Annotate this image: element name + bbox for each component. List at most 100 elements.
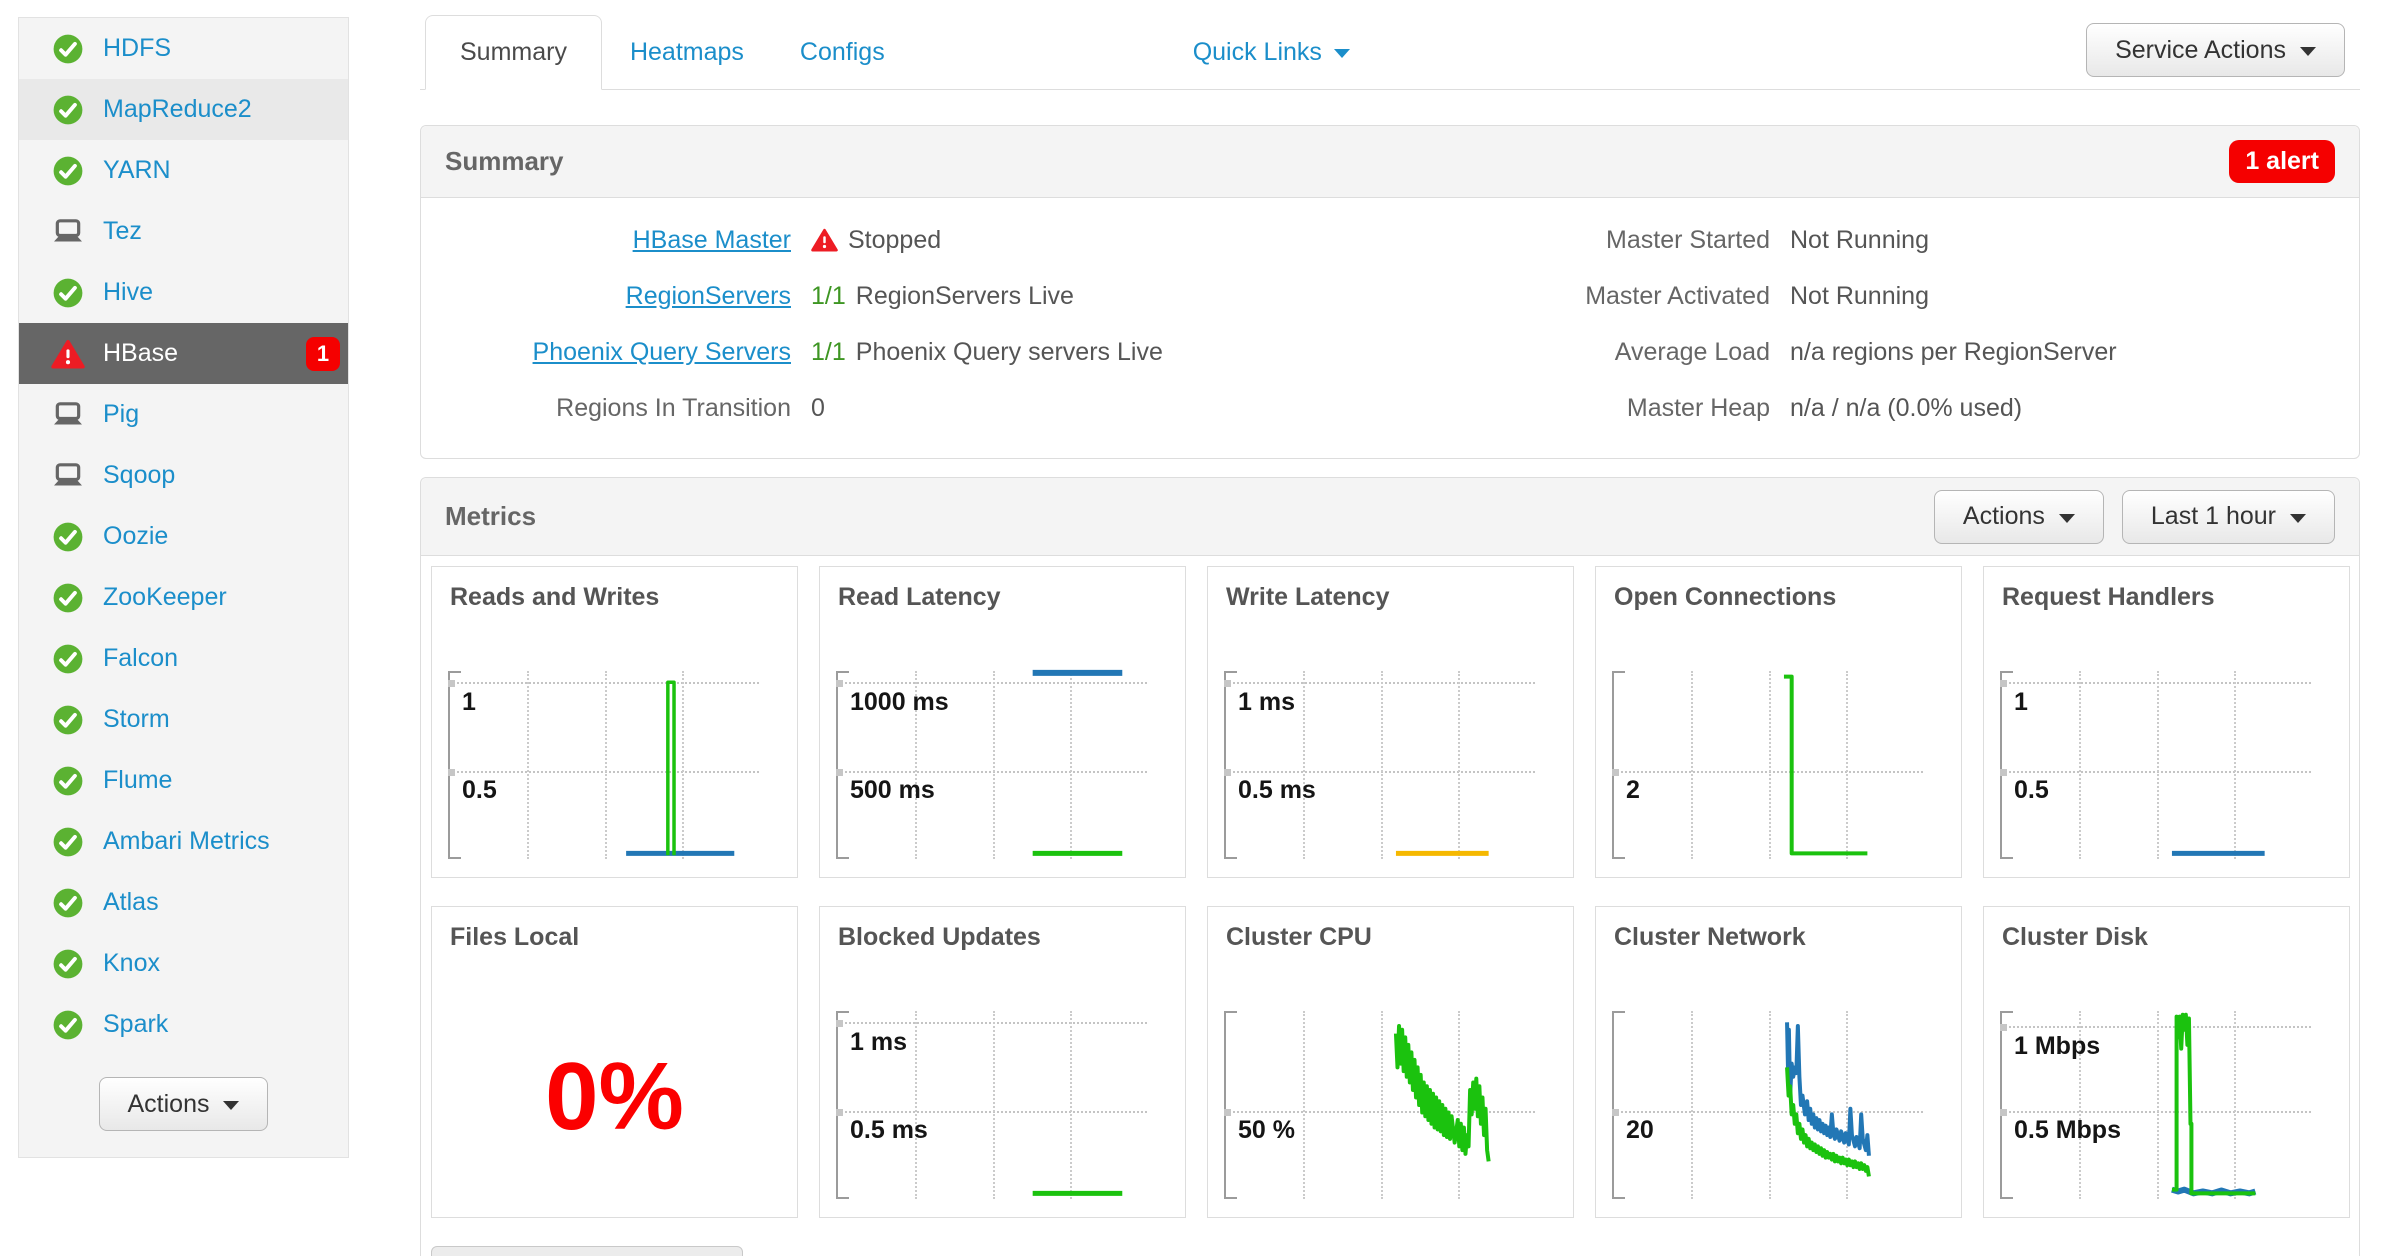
- sidebar-item-atlas[interactable]: Atlas: [19, 872, 348, 933]
- metric-tile-cluster-network[interactable]: Cluster Network 20: [1595, 906, 1962, 1218]
- metrics-actions-button[interactable]: Actions: [1933, 489, 2104, 544]
- summary-row: HBase Master Stopped: [421, 212, 1390, 268]
- sidebar-item-yarn[interactable]: YARN: [19, 140, 348, 201]
- metric-chart: 1 Mbps 0.5 Mbps: [2000, 1011, 2311, 1199]
- metric-tile-files-local[interactable]: Files Local 0%: [431, 906, 798, 1218]
- metric-tile-read-latency[interactable]: Read Latency 1000 ms 500 ms: [819, 566, 1186, 878]
- sidebar-item-hbase[interactable]: HBase 1: [19, 323, 348, 384]
- metrics-buttons: Actions Last 1 hour: [1933, 489, 2335, 544]
- green-series-line: [1784, 677, 1867, 854]
- summary-value-text: RegionServers Live: [855, 281, 1074, 310]
- axis-label: 0.5 Mbps: [2014, 1116, 2121, 1145]
- axis-label: 0.5 ms: [1238, 776, 1316, 805]
- axis-label: 0.5: [2014, 776, 2049, 805]
- axis-label: 0.5: [462, 776, 497, 805]
- axis-label: 500 ms: [850, 776, 935, 805]
- client-service-icon: [51, 218, 85, 245]
- v-gridline: [604, 671, 607, 859]
- sidebar-item-zookeeper[interactable]: ZooKeeper: [19, 567, 348, 628]
- service-actions-button[interactable]: Service Actions: [2086, 23, 2345, 77]
- metrics-panel: Metrics Actions Last 1 hour Reads and Wr…: [420, 477, 2360, 1256]
- sidebar-actions-button[interactable]: Actions: [98, 1077, 269, 1131]
- summary-row-value: 1/1 RegionServers Live: [811, 282, 1074, 311]
- axis-label: 1 ms: [850, 1027, 907, 1056]
- status-ok-icon: [51, 949, 85, 979]
- sidebar-item-label: Knox: [103, 949, 160, 977]
- v-gridline: [992, 671, 995, 859]
- sidebar-item-label: Pig: [103, 400, 140, 428]
- sidebar-item-label: ZooKeeper: [103, 583, 227, 611]
- axis-label: 0.5 ms: [850, 1116, 928, 1145]
- sidebar-item-pig[interactable]: Pig: [19, 384, 348, 445]
- status-ok-icon: [51, 1010, 85, 1040]
- v-gridline: [2156, 671, 2159, 859]
- metric-tile-open-connections[interactable]: Open Connections 2: [1595, 566, 1962, 878]
- chevron-down-icon: [2058, 513, 2075, 523]
- time-range-button[interactable]: Last 1 hour: [2121, 489, 2335, 544]
- sidebar-item-hive[interactable]: Hive: [19, 262, 348, 323]
- metric-tile-cluster-disk[interactable]: Cluster Disk 1 Mbps 0.5 Mbps: [1983, 906, 2350, 1218]
- sidebar-item-ambari-metrics[interactable]: Ambari Metrics: [19, 811, 348, 872]
- metric-series-svg: [2002, 1011, 2311, 1199]
- chevron-down-icon: [2300, 47, 2316, 56]
- tab-summary[interactable]: Summary: [425, 15, 602, 90]
- quick-links-dropdown[interactable]: Quick Links: [1193, 15, 1350, 89]
- sidebar-actions-label: Actions: [127, 1089, 210, 1118]
- metric-tile-blocked-updates[interactable]: Blocked Updates 1 ms 0.5 ms: [819, 906, 1186, 1218]
- metric-tile-reads-and-writes[interactable]: Reads and Writes 1 0.5: [431, 566, 798, 878]
- sidebar-item-hdfs[interactable]: HDFS: [19, 18, 348, 79]
- metric-series-svg: [1226, 671, 1535, 859]
- chevron-down-icon: [2290, 513, 2306, 523]
- summary-row: Master Heap n/a / n/a (0.0% used): [1390, 380, 2359, 436]
- green-series-line: [1787, 1067, 1869, 1176]
- sidebar-item-storm[interactable]: Storm: [19, 689, 348, 750]
- metric-big-number: 0%: [545, 1043, 684, 1150]
- summary-row-value: 0: [811, 394, 825, 423]
- sidebar-item-tez[interactable]: Tez: [19, 201, 348, 262]
- sidebar-item-mapreduce2[interactable]: MapReduce2: [19, 79, 348, 140]
- sidebar-item-knox[interactable]: Knox: [19, 933, 348, 994]
- metric-tile-title: Cluster Disk: [2002, 923, 2148, 951]
- v-gridline: [1303, 671, 1306, 859]
- axis-label: 50 %: [1238, 1116, 1295, 1145]
- summary-row-label: HBase Master: [421, 226, 791, 255]
- status-ok-icon: [51, 644, 85, 674]
- sidebar-item-sqoop[interactable]: Sqoop: [19, 445, 348, 506]
- summary-value-text: n/a regions per RegionServer: [1790, 337, 2117, 366]
- client-service-icon: [51, 401, 85, 428]
- alert-count-badge[interactable]: 1 alert: [2229, 140, 2335, 183]
- metric-series-svg: [1614, 1011, 1923, 1199]
- sidebar-item-label: Sqoop: [103, 461, 176, 489]
- metric-chart: 1 0.5: [2000, 671, 2311, 859]
- sidebar-item-label: Ambari Metrics: [103, 827, 270, 855]
- sidebar-item-falcon[interactable]: Falcon: [19, 628, 348, 689]
- metric-tile-title: Open Connections: [1614, 583, 1837, 611]
- metric-tile-write-latency[interactable]: Write Latency 1 ms 0.5 ms: [1207, 566, 1574, 878]
- summary-right-column: Master Started Not Running Master Activa…: [1390, 212, 2359, 436]
- tab-configs[interactable]: Configs: [799, 38, 885, 66]
- summary-link-hbase-master[interactable]: HBase Master: [632, 225, 791, 254]
- alert-triangle-icon: [51, 339, 85, 369]
- metric-tile-cluster-cpu[interactable]: Cluster CPU 50 %: [1207, 906, 1574, 1218]
- tab-heatmaps[interactable]: Heatmaps: [629, 38, 744, 66]
- summary-row-label: Master Started: [1606, 225, 1770, 254]
- summary-panel: Summary 1 alert HBase Master Stopped Reg…: [420, 125, 2360, 459]
- v-gridline: [2156, 1011, 2159, 1199]
- chevron-down-icon: [1333, 49, 1350, 58]
- metric-tile-request-handlers[interactable]: Request Handlers 1 0.5: [1983, 566, 2350, 878]
- summary-row: Regions In Transition 0: [421, 380, 1390, 436]
- axis-label: 1 Mbps: [2014, 1031, 2101, 1060]
- summary-panel-header: Summary 1 alert: [421, 126, 2359, 198]
- sidebar-item-spark[interactable]: Spark: [19, 994, 348, 1055]
- status-ok-icon: [51, 705, 85, 735]
- summary-link-regionservers[interactable]: RegionServers: [625, 281, 791, 310]
- metrics-panel-header: Metrics Actions Last 1 hour: [421, 478, 2359, 556]
- v-gridline: [527, 671, 530, 859]
- sidebar-item-flume[interactable]: Flume: [19, 750, 348, 811]
- metric-tile-title: Reads and Writes: [450, 583, 660, 611]
- summary-link-phoenix-query-servers[interactable]: Phoenix Query Servers: [532, 337, 791, 366]
- axis-label: 1: [462, 687, 476, 716]
- sidebar-item-oozie[interactable]: Oozie: [19, 506, 348, 567]
- summary-row-label: Phoenix Query Servers: [421, 338, 791, 367]
